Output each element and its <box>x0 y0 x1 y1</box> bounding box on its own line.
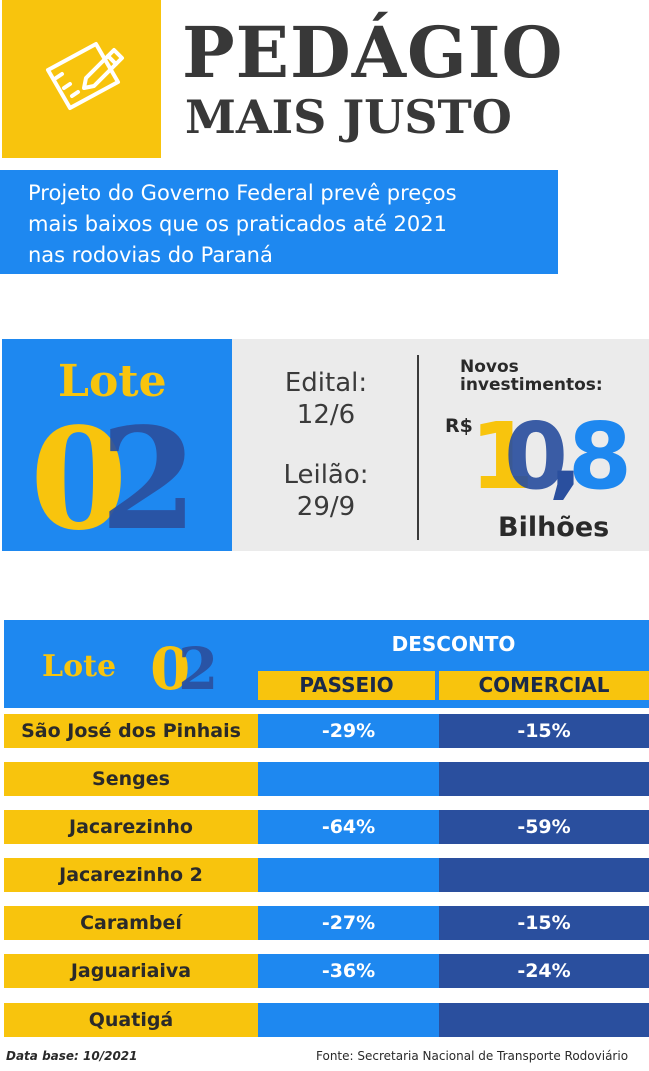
passeio-header: PASSEIO <box>258 671 435 700</box>
row-comercial <box>439 762 649 796</box>
edital-block: Edital: 12/6 <box>232 367 420 431</box>
title-line-1: PEDÁGIO <box>182 11 564 94</box>
row-comercial: -15% <box>439 906 649 940</box>
comercial-header: COMERCIAL <box>439 671 649 700</box>
subtitle-line: Projeto do Governo Federal prevê preços <box>28 181 457 205</box>
row-passeio: -27% <box>258 906 439 940</box>
lote-number-digit-2: 2 <box>100 418 197 533</box>
lote-panel-right <box>232 339 649 551</box>
table-row: Quatigá <box>4 1003 649 1037</box>
investment-digit-8: 8 <box>568 403 630 500</box>
investment-value: 1 0 , 8 <box>470 403 630 500</box>
row-passeio <box>258 1003 439 1037</box>
pencil-ruler-icon <box>46 42 124 110</box>
table-lote-digit-2: 2 <box>178 643 218 695</box>
row-city: Jaguariaiva <box>4 954 258 988</box>
table-row: Jaguariaiva -36% -24% <box>4 954 649 988</box>
row-city: Carambeí <box>4 906 258 940</box>
row-city: São José dos Pinhais <box>4 714 258 748</box>
row-comercial: -24% <box>439 954 649 988</box>
data-base-note: Data base: 10/2021 <box>6 1049 138 1063</box>
row-passeio: -36% <box>258 954 439 988</box>
desconto-header: DESCONTO <box>391 632 516 656</box>
investment-digit-1: 1 <box>470 403 534 500</box>
table-lote-number: 0 2 <box>150 643 218 695</box>
lote-number: 0 2 <box>30 418 197 533</box>
row-comercial <box>439 1003 649 1037</box>
table-row: Jacarezinho 2 <box>4 858 649 892</box>
table-lote-label: Lote <box>42 649 117 684</box>
row-city: Quatigá <box>4 1003 258 1037</box>
row-city: Jacarezinho <box>4 810 258 844</box>
table-row: Senges <box>4 762 649 796</box>
row-comercial: -15% <box>439 714 649 748</box>
subtitle-line: mais baixos que os praticados até 2021 <box>28 212 448 236</box>
investment-comma: , <box>548 403 583 500</box>
row-city: Senges <box>4 762 258 796</box>
edital-date: 12/6 <box>296 400 356 430</box>
subtitle-box: Projeto do Governo Federal prevê preços … <box>0 170 558 274</box>
row-comercial <box>439 858 649 892</box>
edital-label: Edital: <box>284 368 368 398</box>
investment-label: Novos investimentos: <box>460 358 603 394</box>
investment-label-line-2: investimentos: <box>460 375 603 395</box>
row-passeio <box>258 858 439 892</box>
currency-label: R$ <box>445 415 473 437</box>
table-lote-digit-0: 0 <box>150 643 190 695</box>
investment-unit: Bilhões <box>498 512 610 543</box>
row-comercial: -59% <box>439 810 649 844</box>
table-row: São José dos Pinhais -29% -15% <box>4 714 649 748</box>
row-passeio: -29% <box>258 714 439 748</box>
row-city: Jacarezinho 2 <box>4 858 258 892</box>
source-note: Fonte: Secretaria Nacional de Transporte… <box>316 1049 629 1063</box>
divider <box>417 355 419 540</box>
table-row: Carambeí -27% -15% <box>4 906 649 940</box>
title-line-2: MAIS JUSTO <box>185 90 512 144</box>
lote-number-digit-0: 0 <box>30 418 127 533</box>
leilao-date: 29/9 <box>296 492 356 522</box>
header-icon-box <box>2 0 161 158</box>
lote-panel-left <box>2 339 232 551</box>
subtitle-line: nas rodovias do Paraná <box>28 243 273 267</box>
investment-digit-0: 0 <box>504 403 568 500</box>
row-passeio <box>258 762 439 796</box>
leilao-block: Leilão: 29/9 <box>232 459 420 523</box>
table-row: Jacarezinho -64% -59% <box>4 810 649 844</box>
lote-label: Lote <box>58 356 167 407</box>
leilao-label: Leilão: <box>283 460 369 490</box>
row-passeio: -64% <box>258 810 439 844</box>
investment-label-line-1: Novos <box>460 357 519 377</box>
